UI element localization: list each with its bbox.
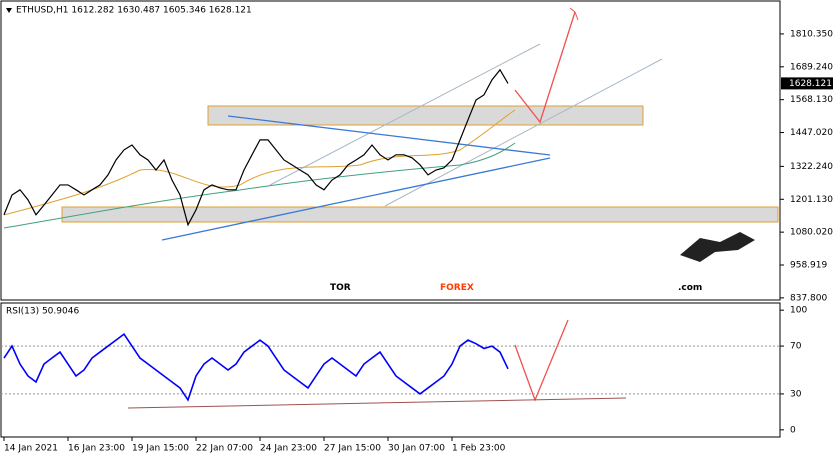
forecast-arrow — [514, 11, 576, 124]
forecast-arrow — [514, 319, 569, 402]
trendline — [227, 115, 551, 156]
y-tick-label: 837.800 — [790, 293, 827, 303]
moving-average — [3, 142, 516, 229]
series-line — [3, 68, 509, 227]
y-tick-label: 70 — [790, 342, 802, 352]
x-tick-label: 14 Jan 2021 — [4, 444, 58, 454]
rsi-trendline — [127, 397, 627, 409]
x-tick-label: 22 Jan 07:00 — [196, 444, 253, 454]
rsi-panel — [0, 302, 781, 438]
y-tick-label: 1447.020 — [790, 128, 833, 138]
x-tick-label: 19 Jan 15:00 — [132, 444, 189, 454]
series-line — [3, 332, 509, 402]
rsi-title: RSI(13) 50.9046 — [6, 307, 79, 317]
x-tick-label: 30 Jan 07:00 — [388, 444, 445, 454]
watermark: .com — [678, 283, 702, 293]
channel-line — [269, 43, 541, 186]
y-tick-label: 1322.240 — [790, 162, 833, 172]
watermark: TOR — [330, 283, 351, 293]
y-tick-label: 958.919 — [790, 261, 827, 271]
chart-title: ETHUSD,H1 1612.282 1630.487 1605.346 162… — [16, 6, 252, 16]
price-panel — [0, 0, 781, 301]
logo-bull — [680, 232, 755, 262]
x-tick-label: 1 Feb 23:00 — [452, 444, 506, 454]
y-tick-label: 1810.350 — [790, 29, 833, 39]
moving-average — [3, 109, 516, 216]
last-price-box — [781, 77, 833, 90]
x-tick-label: 16 Jan 23:00 — [68, 444, 125, 454]
trendline — [161, 157, 551, 241]
support-zone — [61, 206, 779, 223]
y-tick-label: 30 — [790, 389, 802, 399]
symbol-marker — [6, 8, 12, 13]
channel-line — [384, 58, 663, 207]
x-tick-label: 24 Jan 23:00 — [260, 444, 317, 454]
watermark-bg — [330, 245, 750, 290]
last-price-label: 1628.121 — [789, 79, 832, 89]
y-tick-label: 1568.130 — [790, 95, 833, 105]
y-tick-label: 0 — [790, 425, 796, 435]
y-tick-label: 1201.130 — [790, 195, 833, 205]
y-tick-label: 1080.020 — [790, 228, 833, 238]
y-tick-label: 100 — [790, 306, 807, 316]
x-tick-label: 27 Jan 15:00 — [324, 444, 381, 454]
arrow-head — [569, 7, 579, 21]
y-tick-label: 1689.240 — [790, 62, 833, 72]
watermark: FOREX — [440, 283, 474, 293]
resistance-zone — [207, 105, 644, 126]
